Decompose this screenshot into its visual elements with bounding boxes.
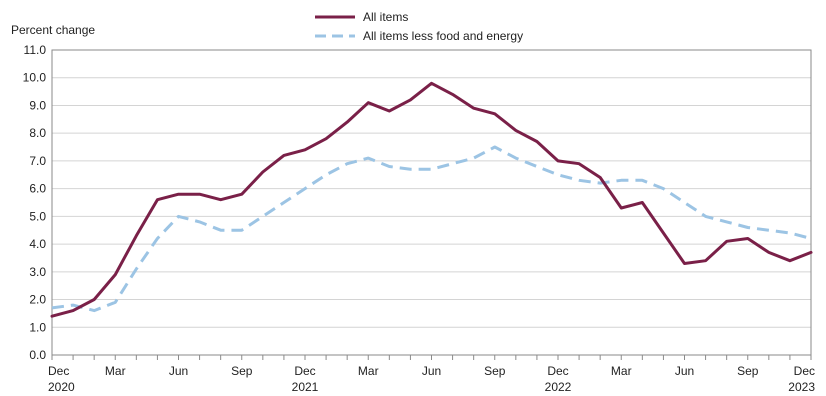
y-tick-label: 9.0 xyxy=(29,98,46,112)
y-tick-label: 2.0 xyxy=(29,293,46,307)
x-tick-label: Dec xyxy=(294,364,315,378)
x-tick-year: 2021 xyxy=(292,380,319,394)
y-tick-label: 11.0 xyxy=(24,43,47,57)
y-tick-label: 8.0 xyxy=(29,126,46,140)
x-tick-label: Sep xyxy=(484,364,506,378)
y-tick-label: 0.0 xyxy=(29,348,46,362)
x-tick-label: Mar xyxy=(105,364,126,378)
x-tick-year: 2020 xyxy=(48,380,75,394)
y-tick-label: 10.0 xyxy=(23,71,47,85)
x-tick-label: Mar xyxy=(611,364,632,378)
y-tick-label: 3.0 xyxy=(29,265,46,279)
y-tick-label: 6.0 xyxy=(29,182,46,196)
x-tick-year: 2023 xyxy=(788,380,815,394)
plot-frame xyxy=(51,49,812,356)
x-tick-label: Dec xyxy=(794,364,815,378)
x-tick-label: Jun xyxy=(675,364,694,378)
y-tick-label: 1.0 xyxy=(29,320,46,334)
series-line-core xyxy=(51,145,812,313)
x-tick-label: Dec xyxy=(547,364,568,378)
x-tick-label: Jun xyxy=(169,364,188,378)
y-tick-label: 5.0 xyxy=(29,209,46,223)
x-tick-label: Jun xyxy=(422,364,441,378)
legend-label: All items xyxy=(363,10,408,24)
series-line-all-items xyxy=(50,81,813,318)
legend-label: All items less food and energy xyxy=(363,29,523,43)
plot-area: 0.0 1.0 2.0 3.0 4.0 5.0 6.0 7.0 8.0 9.0 10.0 11.0 De… xyxy=(23,43,816,394)
y-tick-label: 4.0 xyxy=(29,237,46,251)
x-tick-label: Sep xyxy=(737,364,759,378)
x-tick-label: Mar xyxy=(358,364,379,378)
legend: All items All items less food and energy xyxy=(315,10,523,43)
x-tick-year: 2022 xyxy=(545,380,572,394)
x-tick-label: Dec xyxy=(48,364,69,378)
y-tick-label: 7.0 xyxy=(29,154,46,168)
y-axis-title: Percent change xyxy=(11,23,95,37)
x-tick-label: Sep xyxy=(231,364,253,378)
